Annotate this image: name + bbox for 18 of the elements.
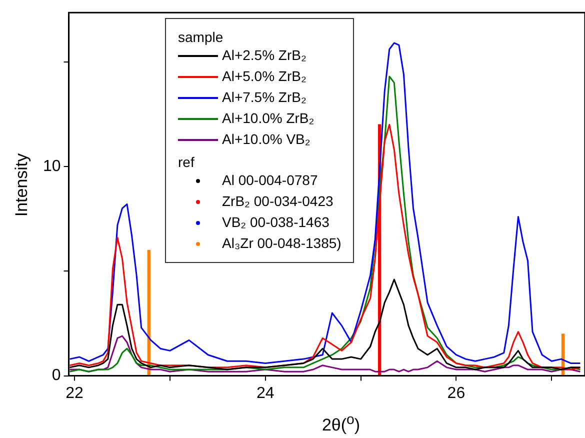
legend-label: Al+7.5% ZrB₂ (222, 89, 306, 105)
x-axis-title: 2θ($^{o}$) (320, 412, 362, 436)
legend-label: Al+5.0% ZrB₂ (222, 68, 306, 84)
legend-label: Al+10.0% ZrB₂ (222, 110, 314, 126)
legend-label: VB₂ 00-038-1463 (222, 214, 330, 230)
legend-label: Al+2.5% ZrB₂ (222, 47, 306, 63)
legend-title: sample (178, 29, 224, 45)
x-tick-label: 24 (256, 384, 274, 402)
y-tick-label: 10 (43, 158, 61, 175)
legend-label: Al+10.0% VB₂ (222, 131, 310, 147)
annotation: ref (178, 154, 196, 170)
y-axis-title: Intensity (12, 153, 32, 217)
legend-label: ZrB₂ 00-034-0423 (222, 193, 334, 209)
x-tick-label: 26 (447, 384, 466, 402)
legend-label: Al 00-004-0787 (222, 172, 318, 188)
y-tick-label: 0 (52, 367, 61, 384)
x-tick-label: 22 (66, 384, 84, 402)
legend-label: Al₃Zr 00-048-1385) (222, 235, 342, 251)
